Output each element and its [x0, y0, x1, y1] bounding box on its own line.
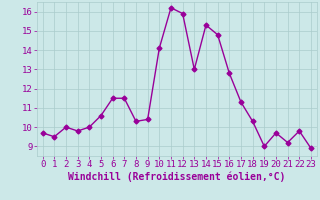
X-axis label: Windchill (Refroidissement éolien,°C): Windchill (Refroidissement éolien,°C)	[68, 172, 285, 182]
